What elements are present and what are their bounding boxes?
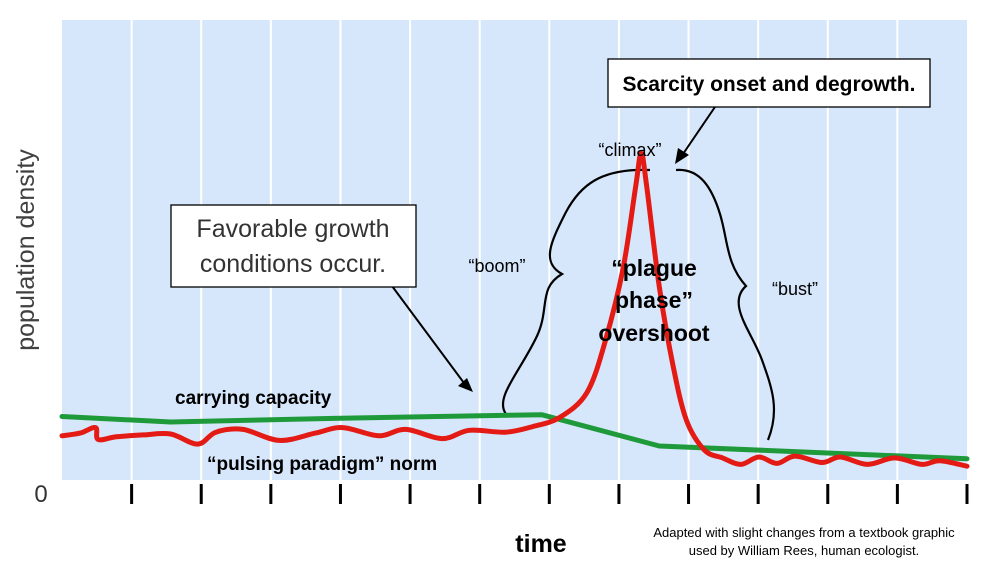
source-note-line-1: Adapted with slight changes from a textb… [653, 525, 955, 540]
climax-label: “climax” [599, 140, 662, 160]
bust-label: “bust” [772, 279, 818, 299]
source-note-line-2: used by William Rees, human ecologist. [689, 543, 920, 558]
scarcity-arrow [675, 103, 718, 164]
boom-label: “boom” [468, 256, 525, 276]
y-zero-label: 0 [34, 481, 47, 508]
favorable-callout: Favorable growth conditions occur. [170, 204, 417, 288]
y-axis-label: population density [12, 149, 40, 351]
carrying-capacity-line [59, 412, 970, 462]
plague-line-3: overshoot [598, 320, 710, 346]
carrying-capacity-label: carrying capacity [175, 388, 332, 409]
scarcity-callout: Scarcity onset and degrowth. [607, 58, 931, 108]
x-axis-label: time [515, 530, 567, 558]
x-axis-ticks [130, 484, 969, 504]
brace-boom [501, 168, 651, 415]
favorable-arrow [391, 285, 473, 392]
favorable-text-line-2: conditions occur. [200, 250, 386, 278]
scarcity-text: Scarcity onset and degrowth. [623, 73, 916, 96]
plague-line-2: phase” [615, 287, 693, 313]
population-curve [59, 150, 970, 469]
brace-bust [675, 168, 776, 441]
favorable-text-line-1: Favorable growth [196, 215, 389, 243]
plague-line-1: “plague [611, 255, 697, 281]
pulsing-paradigm-label: “pulsing paradigm” norm [207, 454, 437, 475]
